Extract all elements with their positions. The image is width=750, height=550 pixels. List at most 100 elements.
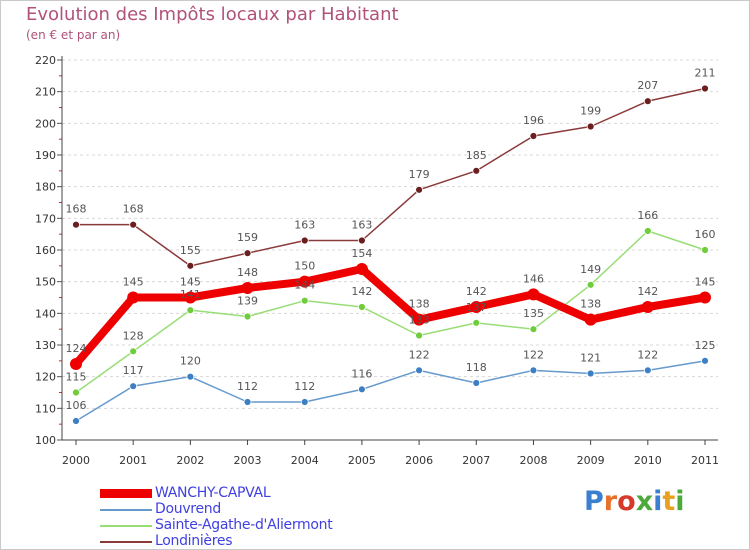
- data-point: [300, 296, 309, 305]
- data-point: [186, 306, 195, 315]
- data-label: 211: [695, 67, 716, 80]
- data-label: 142: [351, 285, 372, 298]
- series-line: [75, 360, 706, 422]
- data-label: 146: [523, 272, 544, 285]
- data-point: [127, 291, 140, 304]
- data-label: 196: [523, 114, 544, 127]
- proxiti-logo: Proxiti: [584, 486, 685, 517]
- data-point: [415, 185, 423, 194]
- data-point: [129, 220, 138, 229]
- data-point: [243, 312, 252, 321]
- data-label: 207: [637, 79, 658, 92]
- data-label: 149: [580, 263, 601, 276]
- series-line: [72, 265, 709, 368]
- x-tick-label: 2007: [462, 454, 490, 467]
- data-point: [358, 303, 366, 311]
- legend-item-wanchy: WANCHY-CAPVAL: [100, 485, 400, 502]
- data-point: [584, 313, 597, 326]
- logo-letter: i: [653, 486, 663, 517]
- legend-label: Londinières: [155, 533, 233, 549]
- data-label: 116: [351, 367, 372, 380]
- logo-letter: P: [584, 486, 604, 517]
- logo-letter: x: [635, 486, 654, 517]
- data-point: [358, 236, 366, 245]
- legend-item-londinieres: Londinières: [100, 533, 400, 550]
- data-point: [72, 388, 80, 397]
- data-label: 135: [523, 307, 544, 320]
- legend-swatch: [100, 525, 152, 527]
- data-label: 185: [466, 149, 487, 162]
- data-label: 141: [180, 288, 201, 301]
- data-label: 138: [580, 298, 601, 311]
- series-line: [75, 87, 706, 267]
- logo-letter: t: [662, 486, 676, 517]
- y-tick-label: 160: [35, 244, 56, 257]
- data-point: [527, 288, 540, 301]
- data-point: [586, 369, 595, 378]
- y-tick-label: 130: [35, 339, 56, 352]
- data-label: 128: [123, 329, 144, 342]
- logo-letter: i: [675, 486, 685, 517]
- x-tick-label: 2002: [176, 454, 204, 467]
- data-label: 124: [66, 342, 87, 355]
- y-tick-label: 200: [35, 117, 56, 130]
- data-label: 122: [523, 348, 544, 361]
- x-tick-label: 2011: [691, 454, 719, 467]
- data-point: [472, 166, 481, 175]
- data-point: [72, 220, 80, 229]
- data-point: [413, 313, 426, 326]
- data-label: 154: [351, 247, 372, 260]
- y-tick-label: 180: [35, 181, 56, 194]
- data-label: 168: [123, 203, 144, 216]
- data-point: [415, 331, 423, 340]
- data-point: [300, 398, 309, 406]
- data-label: 121: [580, 352, 601, 365]
- data-point: [243, 249, 252, 258]
- y-tick-label: 100: [35, 434, 56, 447]
- data-point: [472, 318, 481, 327]
- data-label: 163: [294, 219, 315, 232]
- data-point: [186, 372, 195, 381]
- y-tick-label: 210: [35, 86, 56, 99]
- legend-swatch: [100, 509, 152, 511]
- x-tick-label: 2008: [519, 454, 547, 467]
- legend-label: Sainte-Agathe-d'Aliermont: [155, 517, 333, 533]
- data-point: [529, 325, 538, 334]
- y-tick-label: 140: [35, 307, 56, 320]
- data-label: 138: [409, 298, 430, 311]
- legend-label: WANCHY-CAPVAL: [155, 485, 271, 501]
- legend-swatch: [100, 541, 152, 543]
- data-point: [355, 263, 368, 275]
- data-label: 112: [237, 380, 258, 393]
- data-label: 142: [466, 285, 487, 298]
- x-tick-label: 2001: [119, 454, 147, 467]
- data-label: 144: [294, 279, 315, 292]
- data-point: [701, 246, 709, 254]
- data-label: 122: [637, 348, 658, 361]
- data-label: 145: [695, 276, 716, 289]
- x-tick-label: 2006: [405, 454, 433, 467]
- data-label: 148: [237, 266, 258, 279]
- y-tick-label: 190: [35, 149, 56, 162]
- data-label: 122: [409, 348, 430, 361]
- chart-title: Evolution des Impôts locaux par Habitant: [26, 4, 399, 25]
- data-point: [643, 227, 652, 235]
- data-point: [72, 417, 80, 425]
- x-tick-label: 2004: [291, 454, 319, 467]
- data-point: [470, 301, 483, 313]
- data-label: 166: [637, 209, 658, 222]
- x-tick-label: 2010: [634, 454, 662, 467]
- data-point: [70, 358, 82, 370]
- data-point: [586, 122, 595, 131]
- data-point: [184, 291, 197, 304]
- legend-item-sainte-agathe: Sainte-Agathe-d'Aliermont: [100, 517, 400, 534]
- data-point: [415, 366, 423, 375]
- data-label: 150: [294, 260, 315, 273]
- data-label: 168: [66, 203, 87, 216]
- data-label: 163: [351, 219, 372, 232]
- data-label: 120: [180, 355, 201, 368]
- data-label: 125: [695, 339, 716, 352]
- data-point: [586, 280, 595, 289]
- data-point: [699, 291, 711, 304]
- data-point: [241, 282, 254, 294]
